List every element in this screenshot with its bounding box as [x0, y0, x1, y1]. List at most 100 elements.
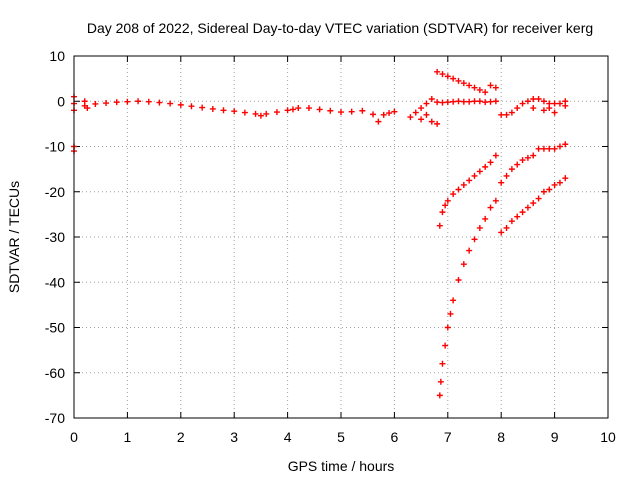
point-late-top-7 [535, 95, 542, 102]
point-arc-high-9 [482, 89, 489, 96]
point-baseline-16 [252, 110, 259, 117]
y-tick-label-3: -20 [45, 184, 65, 200]
point-arc-high-4 [455, 77, 462, 84]
point-arc-near-zero-6 [466, 98, 473, 105]
point-late-mid-10 [551, 145, 558, 152]
point-late-mid-2 [508, 166, 515, 173]
point-early-spikes-6 [84, 105, 91, 112]
tick-labels: 0 1 2 3 4 5 6 7 8 9 10 10 0 -10 -20 -30 -40 -50 -60 -70 [45, 48, 616, 445]
series-late-mid [498, 141, 569, 186]
point-late-low-6 [530, 200, 537, 207]
point-arc-high-8 [476, 86, 483, 93]
point-baseline-33 [391, 108, 398, 115]
point-baseline-13 [220, 107, 227, 114]
point-late-low-3 [514, 213, 521, 220]
point-baseline-2 [103, 100, 110, 107]
point-late-mid-11 [556, 143, 563, 150]
point-arc-upper-steep-2 [442, 202, 449, 209]
point-arc-deep-5 [447, 310, 454, 317]
point-late-mid-12 [562, 141, 569, 148]
point-arc-high-6 [466, 82, 473, 89]
point-late-top-16 [551, 109, 558, 116]
point-arc-near-zero-2 [444, 99, 451, 106]
x-tick-label-1: 1 [124, 429, 132, 445]
point-mid-cluster-8 [428, 95, 435, 102]
point-arc-deep-4 [444, 324, 451, 331]
point-late-top-6 [530, 95, 537, 102]
point-arc-deep-10 [471, 236, 478, 243]
point-mid-cluster-3 [423, 111, 430, 118]
point-arc-high-11 [492, 84, 499, 91]
point-baseline-31 [380, 111, 387, 118]
point-baseline-17 [257, 112, 264, 119]
y-axis-label: SDTVAR / TECUs [6, 181, 22, 293]
point-late-mid-4 [519, 157, 526, 164]
point-late-mid-3 [514, 161, 521, 168]
y-tick-label-7: -60 [45, 365, 65, 381]
point-baseline-18 [263, 110, 270, 117]
point-baseline-29 [370, 111, 377, 118]
point-late-top-10 [551, 100, 558, 107]
point-late-mid-7 [535, 145, 542, 152]
point-baseline-27 [348, 108, 355, 115]
point-mid-cluster-0 [407, 114, 414, 121]
x-tick-label-9: 9 [551, 429, 559, 445]
point-arc-deep-13 [487, 204, 494, 211]
point-arc-high-10 [487, 82, 494, 89]
point-early-spikes-5 [81, 98, 88, 105]
point-baseline-12 [209, 105, 216, 112]
point-arc-near-zero-9 [482, 99, 489, 106]
point-mid-cluster-7 [423, 100, 430, 107]
point-baseline-5 [135, 98, 142, 105]
point-late-top-0 [498, 111, 505, 118]
point-arc-near-zero-3 [450, 98, 457, 105]
y-tick-label-5: -40 [45, 274, 65, 290]
point-late-mid-9 [546, 145, 553, 152]
x-axis-label: GPS time / hours [288, 458, 395, 474]
point-late-low-0 [498, 229, 505, 236]
point-mid-cluster-2 [418, 116, 425, 123]
series-mid-cluster [407, 95, 441, 127]
y-tick-label-2: -10 [45, 139, 65, 155]
x-tick-label-0: 0 [70, 429, 78, 445]
point-late-low-11 [556, 179, 563, 186]
point-arc-deep-8 [460, 261, 467, 268]
point-arc-upper-steep-10 [482, 163, 489, 170]
point-baseline-9 [177, 101, 184, 108]
point-arc-high-2 [444, 73, 451, 80]
point-baseline-23 [305, 105, 312, 112]
point-late-top-1 [503, 111, 510, 118]
point-baseline-25 [327, 107, 334, 114]
point-arc-upper-steep-7 [466, 177, 473, 184]
point-late-top-5 [524, 98, 531, 105]
point-late-mid-5 [524, 154, 531, 161]
point-arc-upper-steep-4 [450, 191, 457, 198]
point-arc-upper-steep-8 [471, 172, 478, 179]
point-arc-high-1 [439, 71, 446, 78]
point-arc-deep-11 [476, 224, 483, 231]
point-baseline-10 [188, 103, 195, 110]
point-arc-high-5 [460, 80, 467, 87]
point-arc-near-zero-5 [460, 98, 467, 105]
point-late-top-3 [514, 105, 521, 112]
point-late-top-17 [562, 102, 569, 109]
point-arc-deep-3 [442, 342, 449, 349]
point-baseline-24 [316, 106, 323, 113]
x-tick-label-10: 10 [600, 429, 616, 445]
series-arc-upper-steep [436, 152, 499, 229]
point-baseline-30 [375, 118, 382, 125]
point-late-low-4 [519, 209, 526, 216]
point-baseline-11 [199, 104, 206, 111]
series-arc-deep [436, 197, 499, 399]
point-arc-deep-0 [436, 392, 443, 399]
point-arc-deep-6 [450, 297, 457, 304]
point-late-low-8 [540, 188, 547, 195]
y-tick-label-6: -50 [45, 320, 65, 336]
x-tick-label-7: 7 [444, 429, 452, 445]
point-baseline-4 [124, 98, 131, 105]
y-tick-label-1: 0 [57, 93, 65, 109]
point-arc-upper-steep-5 [455, 186, 462, 193]
point-arc-upper-steep-6 [460, 181, 467, 188]
grid-lines [74, 56, 608, 418]
